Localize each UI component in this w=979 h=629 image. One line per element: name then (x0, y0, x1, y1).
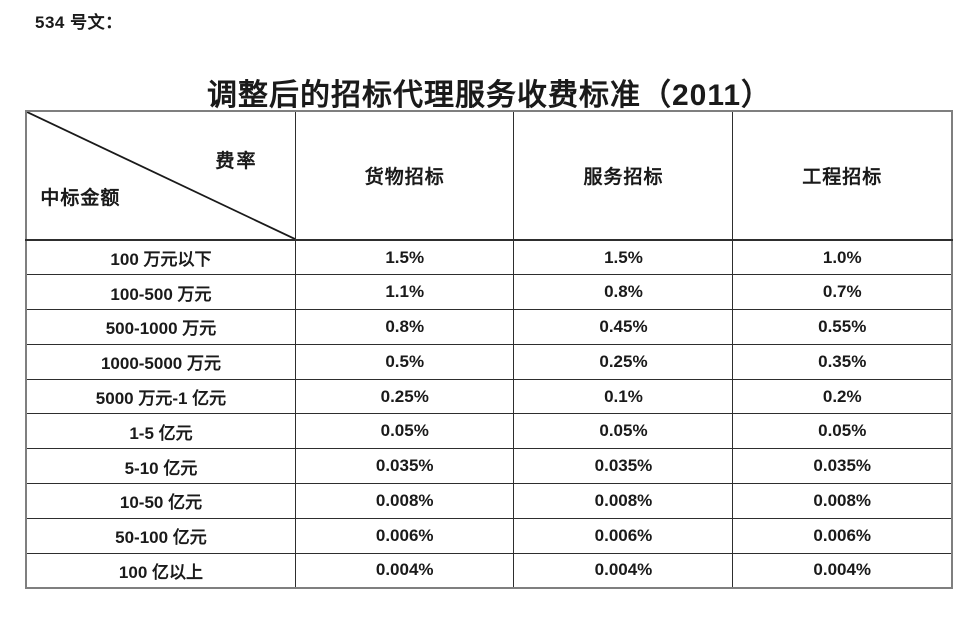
fee-table: 费率 中标金额 货物招标 服务招标 工程招标 100 万元以下 1.5% 1.5… (25, 110, 953, 589)
row-amount-label: 5-10 亿元 (25, 448, 296, 485)
row-amount-label: 10-50 亿元 (25, 483, 296, 519)
fee-cell-goods: 0.25% (294, 378, 515, 415)
table-row: 50-100 亿元 0.006% 0.006% 0.006% (25, 517, 953, 554)
fee-cell-works: 0.35% (732, 343, 953, 380)
fee-cell-goods: 0.004% (294, 552, 515, 589)
fee-cell-goods: 0.05% (294, 413, 515, 450)
column-header-works: 工程招标 (732, 110, 953, 241)
fee-cell-works: 0.7% (732, 274, 953, 311)
fee-cell-goods: 1.5% (294, 239, 515, 276)
fee-cell-service: 0.035% (513, 448, 734, 485)
table-row: 100 万元以下 1.5% 1.5% 1.0% (25, 239, 953, 276)
document-title: 调整后的招标代理服务收费标准（2011） (206, 79, 773, 113)
fee-cell-goods: 0.5% (294, 343, 515, 380)
table-row: 1000-5000 万元 0.5% 0.25% 0.35% (25, 343, 953, 380)
fee-table-body: 100 万元以下 1.5% 1.5% 1.0% 100-500 万元 1.1% … (25, 239, 953, 589)
fee-cell-goods: 0.008% (294, 483, 515, 519)
doc-number-label: 534 号文： (35, 13, 123, 32)
fee-cell-works: 0.004% (732, 552, 953, 589)
column-header-service: 服务招标 (513, 110, 734, 241)
row-amount-label: 1-5 亿元 (25, 413, 296, 450)
fee-cell-service: 0.006% (513, 517, 734, 554)
fee-cell-service: 0.008% (513, 483, 734, 519)
table-row: 5000 万元-1 亿元 0.25% 0.1% 0.2% (25, 378, 953, 415)
table-row: 10-50 亿元 0.008% 0.008% 0.008% (25, 483, 953, 519)
fee-cell-works: 0.035% (732, 448, 953, 485)
row-amount-label: 1000-5000 万元 (25, 343, 296, 380)
fee-cell-works: 0.2% (732, 378, 953, 415)
fee-cell-works: 0.006% (732, 517, 953, 554)
table-row: 500-1000 万元 0.8% 0.45% 0.55% (25, 309, 953, 345)
row-amount-label: 100-500 万元 (25, 274, 296, 311)
row-amount-label: 100 万元以下 (25, 239, 296, 276)
fee-cell-works: 0.008% (732, 483, 953, 519)
fee-cell-service: 1.5% (513, 239, 734, 276)
table-row: 100-500 万元 1.1% 0.8% 0.7% (25, 274, 953, 311)
header-row: 费率 中标金额 货物招标 服务招标 工程招标 (25, 110, 953, 241)
row-amount-label: 500-1000 万元 (25, 309, 296, 345)
fee-cell-works: 0.05% (732, 413, 953, 450)
column-header-goods: 货物招标 (294, 110, 515, 241)
row-amount-label: 5000 万元-1 亿元 (25, 378, 296, 415)
row-amount-label: 100 亿以上 (25, 552, 296, 589)
fee-cell-works: 0.55% (732, 309, 953, 345)
corner-bid-amount-label: 中标金额 (40, 187, 121, 209)
fee-cell-service: 0.1% (513, 378, 734, 415)
corner-cell: 费率 中标金额 (25, 110, 296, 241)
fee-cell-goods: 0.035% (294, 448, 515, 485)
corner-fee-rate-label: 费率 (215, 151, 258, 173)
diagonal-line (27, 112, 295, 239)
fee-cell-service: 0.8% (513, 274, 734, 311)
fee-cell-goods: 0.8% (294, 309, 515, 345)
table-row: 1-5 亿元 0.05% 0.05% 0.05% (25, 413, 953, 450)
fee-cell-works: 1.0% (732, 239, 953, 276)
table-row: 100 亿以上 0.004% 0.004% 0.004% (25, 552, 953, 589)
fee-cell-service: 0.45% (513, 309, 734, 345)
fee-cell-service: 0.05% (513, 413, 734, 450)
fee-cell-goods: 0.006% (294, 517, 515, 554)
fee-cell-goods: 1.1% (294, 274, 515, 311)
row-amount-label: 50-100 亿元 (25, 517, 296, 554)
table-row: 5-10 亿元 0.035% 0.035% 0.035% (25, 448, 953, 485)
fee-cell-service: 0.25% (513, 343, 734, 380)
fee-cell-service: 0.004% (513, 552, 734, 589)
